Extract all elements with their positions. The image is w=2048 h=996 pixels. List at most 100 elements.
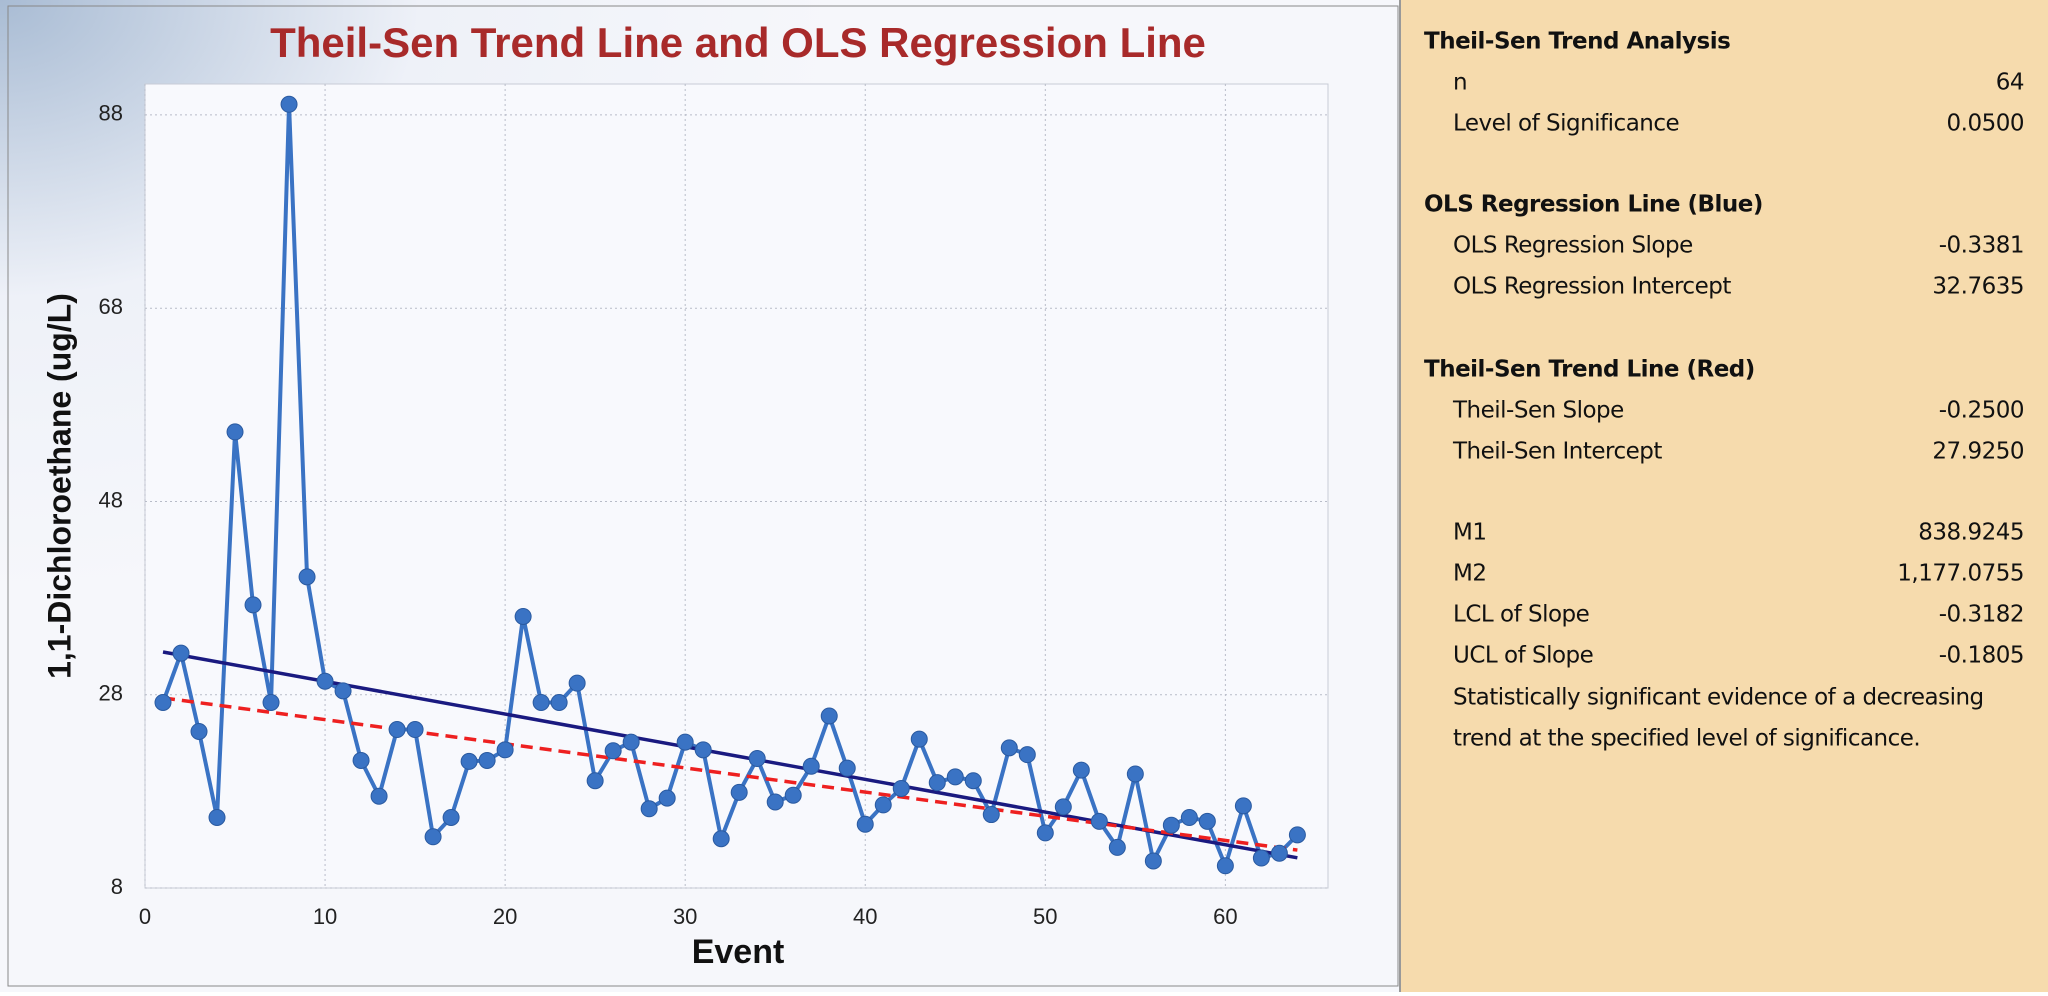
data-point bbox=[928, 774, 946, 792]
data-point bbox=[1018, 746, 1036, 764]
data-point bbox=[370, 787, 388, 805]
data-point bbox=[550, 693, 568, 711]
x-tick-label: 30 bbox=[673, 904, 697, 929]
stats-panel bbox=[1400, 0, 2048, 992]
data-point bbox=[1000, 739, 1018, 757]
data-point bbox=[982, 806, 1000, 824]
x-axis-label: Event bbox=[692, 933, 785, 971]
stats-content: Theil-Sen Trend Analysis n 64 Level of Sign… bbox=[1424, 29, 2025, 752]
data-point bbox=[1216, 857, 1234, 875]
data-point bbox=[1054, 798, 1072, 816]
data-point bbox=[604, 742, 622, 760]
data-line bbox=[161, 104, 1299, 872]
x-tick-label: 20 bbox=[493, 904, 517, 929]
data-point bbox=[190, 722, 208, 740]
data-point bbox=[496, 741, 514, 759]
data-point bbox=[766, 793, 784, 811]
section-title: Theil-Sen Trend Analysis bbox=[1424, 29, 1730, 55]
plot-content: 8 28 48 68 88 0 10 20 30 40 50 60 bbox=[99, 84, 1328, 929]
trend-line bbox=[162, 696, 1298, 852]
y-tick-label: 68 bbox=[99, 294, 123, 319]
data-point bbox=[514, 607, 532, 625]
data-point bbox=[388, 721, 406, 739]
data-point bbox=[1126, 765, 1144, 783]
section-title: Theil-Sen Trend Line (Red) bbox=[1424, 357, 1755, 383]
x-tick-label: 60 bbox=[1213, 904, 1237, 929]
x-tick-label: 0 bbox=[139, 904, 151, 929]
stat-value: -0.3182 bbox=[1939, 602, 2024, 628]
data-point bbox=[532, 693, 550, 711]
data-point bbox=[298, 568, 316, 586]
data-point bbox=[802, 757, 820, 775]
x-tick-label: 10 bbox=[313, 904, 337, 929]
chart-title: Theil-Sen Trend Line and OLS Regression … bbox=[270, 19, 1206, 66]
data-point bbox=[910, 730, 928, 748]
stat-value: 1,177.0755 bbox=[1897, 561, 2024, 587]
stat-label: Level of Significance bbox=[1453, 111, 1679, 137]
data-point bbox=[820, 707, 838, 725]
data-point bbox=[622, 733, 640, 751]
stat-label: Theil-Sen Intercept bbox=[1452, 439, 1662, 465]
stat-label: LCL of Slope bbox=[1453, 602, 1589, 628]
plot-area bbox=[144, 83, 1329, 889]
data-point bbox=[1270, 844, 1288, 862]
data-point bbox=[262, 693, 280, 711]
stat-label: OLS Regression Slope bbox=[1453, 233, 1693, 259]
conclusion-line: trend at the specified level of signific… bbox=[1453, 726, 1920, 752]
stat-value: 32.7635 bbox=[1932, 274, 2024, 300]
data-point bbox=[226, 423, 244, 441]
stat-value: -0.2500 bbox=[1939, 398, 2024, 424]
data-point bbox=[280, 95, 298, 113]
data-point bbox=[748, 750, 766, 768]
data-point bbox=[1234, 797, 1252, 815]
chart-frame bbox=[7, 5, 1399, 987]
stat-value: -0.3381 bbox=[1939, 233, 2024, 259]
data-point bbox=[1144, 852, 1162, 870]
stat-label: M2 bbox=[1453, 561, 1486, 587]
stat-value: 0.0500 bbox=[1947, 111, 2024, 137]
data-point bbox=[478, 751, 496, 769]
data-point bbox=[406, 721, 424, 739]
section-title: OLS Regression Line (Blue) bbox=[1424, 192, 1763, 218]
data-point bbox=[964, 772, 982, 790]
y-tick-label: 28 bbox=[99, 681, 123, 706]
data-point bbox=[154, 693, 172, 711]
data-point bbox=[1198, 812, 1216, 830]
data-point bbox=[1036, 824, 1054, 842]
stat-label: M1 bbox=[1453, 520, 1486, 546]
y-tick-label: 48 bbox=[99, 487, 123, 512]
stat-label: UCL of Slope bbox=[1453, 643, 1593, 669]
data-point bbox=[442, 808, 460, 826]
data-point bbox=[730, 783, 748, 801]
data-point bbox=[460, 752, 478, 770]
data-point bbox=[874, 796, 892, 814]
data-point bbox=[892, 779, 910, 797]
data-point bbox=[1090, 812, 1108, 830]
data-point bbox=[208, 808, 226, 826]
y-tick-label: 8 bbox=[111, 874, 123, 899]
y-tick-label: 88 bbox=[99, 101, 123, 126]
data-point bbox=[424, 828, 442, 846]
data-point bbox=[334, 682, 352, 700]
data-point bbox=[784, 786, 802, 804]
stat-value: 838.9245 bbox=[1918, 520, 2024, 546]
stat-value: 64 bbox=[1996, 70, 2024, 96]
data-point bbox=[172, 644, 190, 662]
conclusion-line: Statistically significant evidence of a … bbox=[1453, 685, 1984, 711]
data-point bbox=[658, 789, 676, 807]
data-point bbox=[1072, 761, 1090, 779]
data-point bbox=[694, 741, 712, 759]
data-point bbox=[244, 596, 262, 614]
data-point bbox=[1180, 808, 1198, 826]
data-point bbox=[712, 830, 730, 848]
data-point bbox=[640, 800, 658, 818]
stat-value: -0.1805 bbox=[1939, 643, 2024, 669]
data-point bbox=[1252, 849, 1270, 867]
data-point bbox=[1162, 816, 1180, 834]
stat-label: OLS Regression Intercept bbox=[1453, 274, 1731, 300]
stat-label: n bbox=[1453, 70, 1467, 96]
data-point bbox=[1288, 826, 1306, 844]
data-point bbox=[568, 674, 586, 692]
